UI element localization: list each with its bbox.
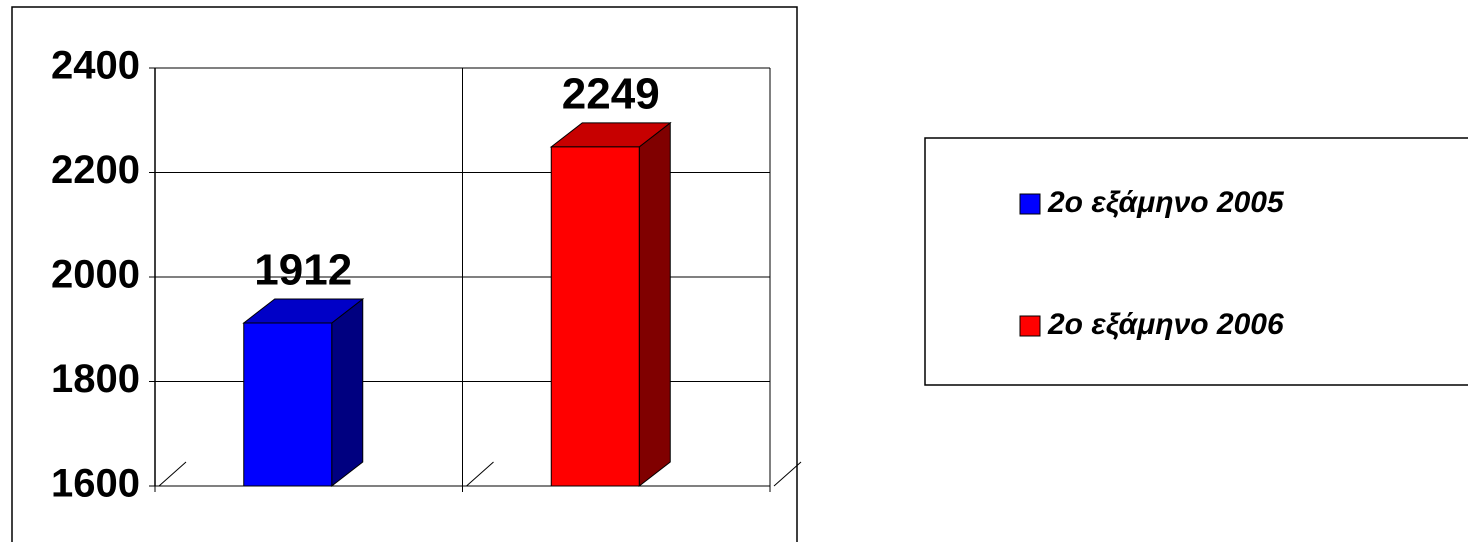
legend-box [924, 137, 1468, 386]
y-tick-label: 2400 [51, 44, 140, 88]
y-tick-label: 1600 [51, 462, 140, 506]
floor-edge [773, 461, 802, 487]
data-label: 1912 [254, 246, 352, 295]
bar [243, 322, 333, 487]
bar-side [638, 121, 671, 488]
legend-label: 2ο εξάμηνο 2006 [1047, 308, 1284, 341]
bar [550, 146, 640, 487]
floor-edge [158, 461, 187, 487]
bar-side [331, 297, 364, 488]
floor-edge [466, 461, 494, 487]
data-label: 2249 [562, 70, 660, 119]
y-tick-label: 2000 [51, 253, 140, 297]
legend-label: 2ο εξάμηνο 2005 [1047, 186, 1285, 219]
y-tick-label: 1800 [51, 357, 140, 401]
legend-swatch [1019, 193, 1041, 215]
y-tick-label: 2200 [51, 148, 140, 192]
legend-swatch [1019, 315, 1041, 337]
chart-frame [11, 6, 798, 542]
